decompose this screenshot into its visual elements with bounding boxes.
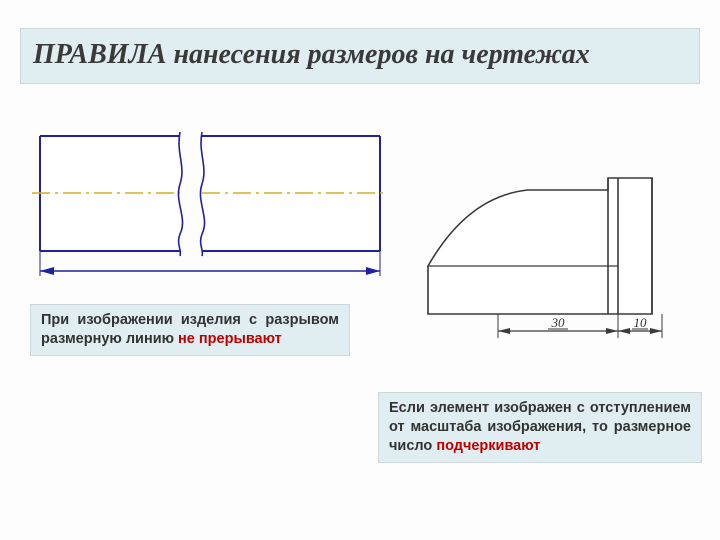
- caption-break-view: При изображении изделия с разрывом разме…: [30, 304, 350, 356]
- caption1-ne: не: [178, 331, 199, 347]
- caption2-under: подчеркивают: [436, 438, 540, 454]
- dim-label-10: 10: [634, 315, 648, 330]
- caption-scale-deviation: Если элемент изображен с отступлением от…: [378, 392, 702, 463]
- title-box: ПРАВИЛА нанесения размеров на чертежах: [20, 28, 700, 84]
- page-title: ПРАВИЛА нанесения размеров на чертежах: [33, 39, 590, 70]
- dim-label-30: 30: [551, 315, 566, 330]
- figure-scale-deviation: 30 10: [408, 168, 698, 358]
- figure-break-view: [30, 126, 390, 286]
- caption1-prer: прерывают: [199, 331, 282, 347]
